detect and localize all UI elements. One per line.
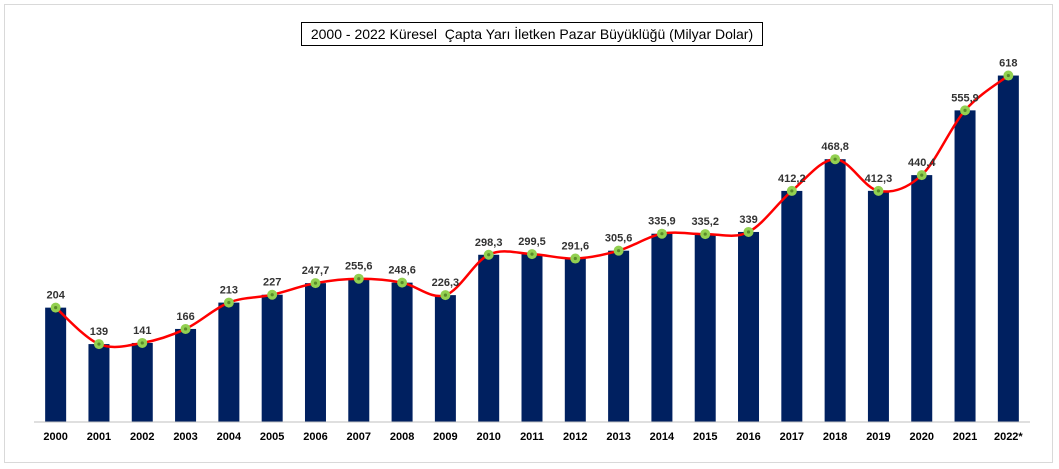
bar-2002 — [131, 342, 153, 422]
x-tick-label: 2007 — [347, 431, 371, 443]
x-tick-label: 2009 — [433, 431, 457, 443]
line-marker-center — [227, 300, 231, 305]
data-label-2021: 555,9 — [951, 92, 979, 104]
bar-2007 — [348, 278, 370, 422]
line-marker-center — [963, 108, 967, 112]
line-marker-center — [357, 277, 361, 281]
line-marker-center — [1006, 73, 1010, 78]
data-label-2006: 247,7 — [302, 265, 330, 277]
data-label-2009: 226,3 — [432, 277, 460, 289]
chart-title: 2000 - 2022 Küresel Çapta Yarı İletken P… — [301, 22, 763, 46]
x-tick-label: 2006 — [303, 431, 327, 443]
x-tick-label: 2003 — [173, 431, 197, 443]
x-tick-label: 2012 — [563, 431, 587, 443]
line-marker-center — [920, 173, 924, 177]
line-marker-center — [443, 293, 447, 297]
bar-2017 — [781, 190, 803, 422]
x-tick-label: 2010 — [476, 431, 500, 443]
line-marker-center — [487, 253, 491, 257]
x-tick-label: 2019 — [866, 431, 890, 443]
x-tick-label: 2005 — [260, 431, 284, 443]
bar-2019 — [867, 190, 889, 422]
data-label-2015: 335,2 — [691, 216, 719, 228]
x-tick-label: 2000 — [43, 431, 67, 443]
line-marker-center — [660, 232, 664, 236]
line-marker-center — [790, 189, 794, 193]
x-tick-label: 2013 — [606, 431, 630, 443]
x-tick-label: 2002 — [130, 431, 154, 443]
bar-2011 — [521, 254, 543, 422]
bar-2012 — [564, 258, 586, 422]
bar-2000 — [45, 307, 67, 422]
bar-2009 — [434, 295, 456, 422]
data-label-2011: 299,5 — [518, 236, 546, 248]
data-label-2019: 412,3 — [865, 173, 893, 185]
x-tick-label: 2001 — [87, 431, 111, 443]
data-label-2007: 255,6 — [345, 261, 373, 273]
data-label-2020: 440,4 — [908, 157, 936, 169]
data-label-2013: 305,6 — [605, 233, 633, 245]
data-label-2017: 412,2 — [778, 173, 806, 185]
line-marker-center — [746, 230, 751, 234]
bar-2014 — [651, 233, 673, 422]
bar-2013 — [608, 250, 630, 422]
data-label-2010: 298,3 — [475, 237, 503, 249]
line-marker-center — [573, 256, 577, 261]
data-label-2022*: 618 — [999, 58, 1017, 70]
bar-2021 — [954, 110, 976, 422]
x-tick-label: 2014 — [650, 431, 675, 443]
line-marker-center — [617, 249, 621, 253]
bar-2018 — [824, 159, 846, 423]
x-tick-label: 2017 — [780, 431, 804, 443]
bar-2015 — [694, 234, 716, 422]
x-tick-label: 2008 — [390, 431, 414, 443]
x-tick-label: 2004 — [217, 431, 242, 443]
x-tick-label: 2020 — [909, 431, 933, 443]
data-label-2004: 213 — [220, 285, 238, 297]
bar-2010 — [478, 254, 500, 422]
x-tick-label: 2022* — [994, 431, 1023, 443]
data-label-2008: 248,6 — [388, 265, 416, 277]
line-marker-center — [703, 232, 707, 236]
bar-2003 — [175, 328, 197, 422]
data-label-2005: 227 — [263, 277, 281, 289]
line-marker-center — [54, 306, 58, 310]
data-label-2002: 141 — [133, 325, 151, 337]
line-marker-center — [530, 252, 534, 256]
line-marker-center — [400, 281, 404, 285]
line-marker-center — [876, 189, 881, 193]
x-tick-label: 2016 — [736, 431, 760, 443]
line-marker-center — [270, 293, 274, 297]
bar-2004 — [218, 302, 240, 422]
x-tick-label: 2011 — [520, 431, 544, 443]
data-label-2012: 291,6 — [562, 241, 590, 253]
bar-2020 — [911, 175, 933, 422]
line-marker-center — [97, 342, 101, 346]
data-label-2000: 204 — [46, 290, 65, 302]
bar-2022* — [997, 75, 1019, 422]
data-label-2001: 139 — [90, 326, 108, 338]
bar-2016 — [738, 231, 760, 422]
line-marker-center — [833, 157, 837, 161]
x-tick-label: 2018 — [823, 431, 847, 443]
line-marker-center — [140, 341, 144, 345]
data-label-2014: 335,9 — [648, 216, 676, 228]
bar-2005 — [261, 294, 283, 422]
line-marker-center — [313, 281, 318, 285]
bar-2008 — [391, 282, 413, 422]
data-label-2016: 339 — [739, 214, 757, 226]
line-marker-center — [183, 327, 188, 331]
data-label-2003: 166 — [176, 311, 194, 323]
bar-2006 — [304, 283, 326, 422]
x-tick-label: 2015 — [693, 431, 717, 443]
data-label-2018: 468,8 — [821, 141, 849, 153]
x-tick-label: 2021 — [953, 431, 977, 443]
bar-2001 — [88, 344, 110, 422]
